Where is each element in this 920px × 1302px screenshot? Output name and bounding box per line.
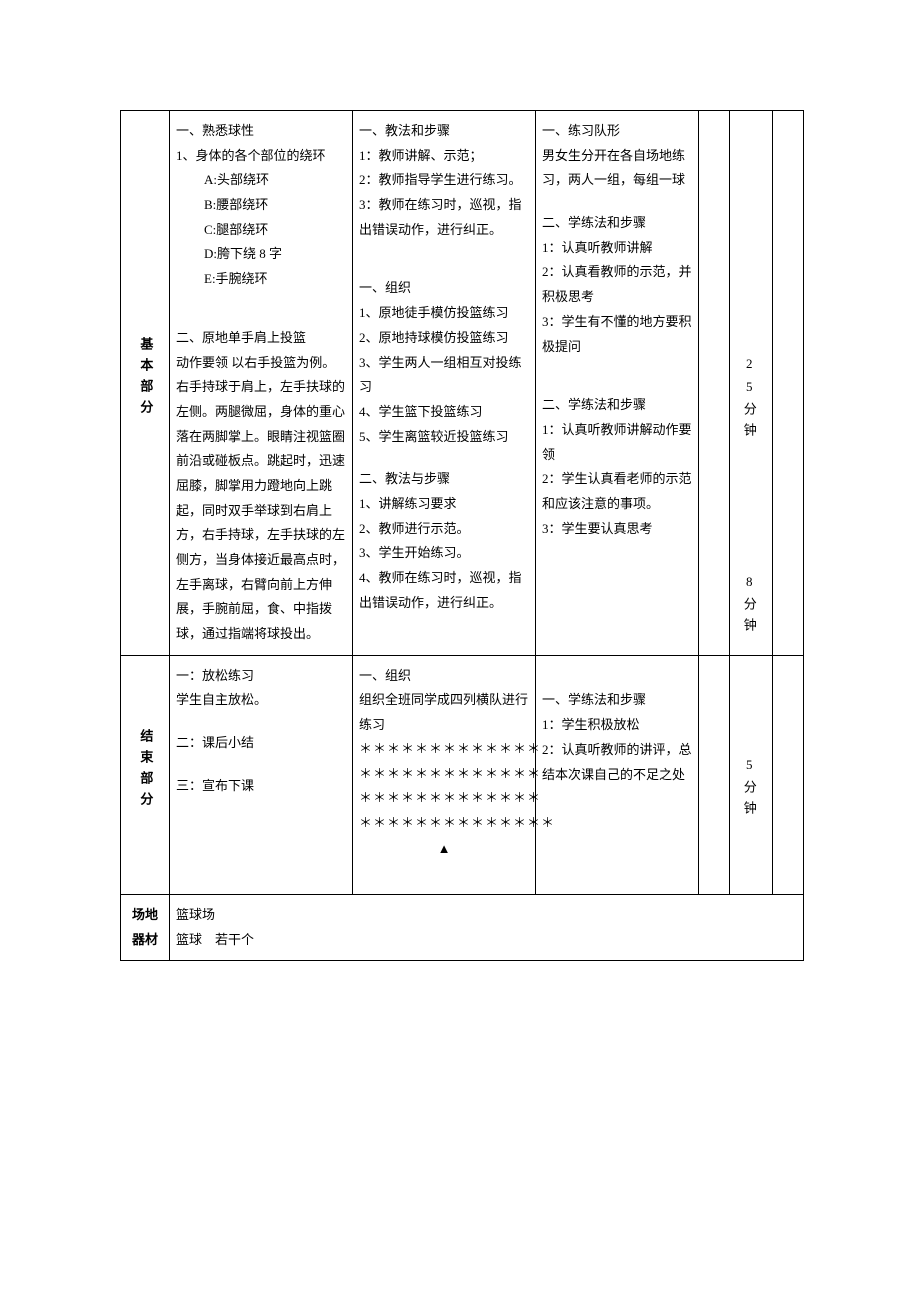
basic-l2-2: 2：认真看教师的示范，并积极思考 [542,264,692,304]
basic-t2-2: 2、原地持球模仿投篮练习 [359,330,509,345]
end-teach: 一、组织 组织全班同学成四列横队进行练习 ＊＊＊＊＊＊＊＊＊＊＊＊＊ ＊＊＊＊＊… [353,655,536,894]
basic-t3-1: 1、讲解练习要求 [359,496,457,511]
page: 基本部分 一、熟悉球性 1、身体的各个部位的绕环 A:头部绕环 B:腰部绕环 C… [0,0,920,1001]
end-c3: 二：课后小结 [176,731,346,756]
end-t-title: 一、组织 [359,668,411,683]
basic-t3-2: 2、教师进行示范。 [359,521,470,536]
end-content: 一：放松练习 学生自主放松。 二：课后小结 三：宣布下课 [170,655,353,894]
basic-t3-title: 二、教法与步骤 [359,467,529,492]
end-c1: 一：放松练习 [176,668,254,683]
end-learn: 一、学练法和步骤 1：学生积极放松 2：认真听教师的讲评，总结本次课自己的不足之… [536,655,699,894]
section-label-end: 结束部分 [121,655,170,894]
formation-row-2: ＊＊＊＊＊＊＊＊＊＊＊＊＊ [359,767,541,782]
basic-time-25: 25分钟 [736,356,761,444]
end-c2: 学生自主放松。 [176,692,267,707]
basic-c-p1-title: 一、熟悉球性 [176,123,254,138]
basic-l3-title: 二、学练法和步骤 [542,393,692,418]
row-end: 结束部分 一：放松练习 学生自主放松。 二：课后小结 三：宣布下课 一、组织 组… [121,655,804,894]
basic-l2-title: 二、学练法和步骤 [542,211,692,236]
venue-label-2: 器材 [127,928,163,953]
row-venue: 场地 器材 篮球场 篮球 若干个 [121,894,804,960]
basic-t2-3: 3、学生两人一组相互对投练习 [359,355,522,395]
formation-teacher: ▲ [359,837,529,862]
venue-content: 篮球场 篮球 若干个 [170,894,804,960]
venue-line2: 篮球 若干个 [176,932,254,947]
formation-row-4: ＊＊＊＊＊＊＊＊＊＊＊＊＊＊ [359,816,555,831]
basic-empty-1 [699,111,730,656]
end-time: 5分钟 [730,655,773,894]
triangle-icon: ▲ [438,841,451,856]
section-label-basic: 基本部分 [121,111,170,656]
basic-c-p1-e: E:手腕绕环 [176,267,346,292]
basic-t2-title: 一、组织 [359,276,529,301]
basic-learn: 一、练习队形 男女生分开在各自场地练习，两人一组，每组一球 二、学练法和步骤 1… [536,111,699,656]
basic-time-8: 8分钟 [736,574,761,639]
basic-c-p1-a: A:头部绕环 [176,168,346,193]
basic-l3-3: 3：学生要认真思考 [542,521,653,536]
basic-t1-1: 1：教师讲解、示范； [359,148,483,163]
basic-l1-title: 一、练习队形 [542,123,620,138]
basic-t1-2: 2：教师指导学生进行练习。 [359,172,522,187]
basic-t2-1: 1、原地徒手模仿投篮练习 [359,305,509,320]
venue-label-1: 场地 [127,903,163,928]
basic-l1-body: 男女生分开在各自场地练习，两人一组，每组一球 [542,148,685,188]
basic-c-p1-b: B:腰部绕环 [176,193,346,218]
basic-l3-1: 1：认真听教师讲解动作要领 [542,422,692,462]
end-l1: 1：学生积极放松 [542,717,640,732]
end-l2: 2：认真听教师的讲评，总结本次课自己的不足之处 [542,742,692,782]
basic-teach: 一、教法和步骤 1：教师讲解、示范； 2：教师指导学生进行练习。 3：教师在练习… [353,111,536,656]
basic-empty-2 [773,111,804,656]
basic-c-p2-title: 二、原地单手肩上投篮 [176,326,346,351]
formation-row-3: ＊＊＊＊＊＊＊＊＊＊＊＊＊ [359,791,541,806]
section-label-basic-text: 基本部分 [133,337,158,421]
basic-t3-3: 3、学生开始练习。 [359,545,470,560]
basic-time: 25分钟 8分钟 [730,111,773,656]
end-l-title: 一、学练法和步骤 [542,692,646,707]
end-t-body: 组织全班同学成四列横队进行练习 [359,692,528,732]
basic-content: 一、熟悉球性 1、身体的各个部位的绕环 A:头部绕环 B:腰部绕环 C:腿部绕环… [170,111,353,656]
basic-c-p1-1: 1、身体的各个部位的绕环 [176,148,326,163]
basic-c-p1-d: D:胯下绕 8 字 [176,242,346,267]
basic-l3-2: 2：学生认真看老师的示范和应该注意的事项。 [542,471,692,511]
row-basic: 基本部分 一、熟悉球性 1、身体的各个部位的绕环 A:头部绕环 B:腰部绕环 C… [121,111,804,656]
formation-row-1: ＊＊＊＊＊＊＊＊＊＊＊＊＊ [359,742,541,757]
basic-c-p1-c: C:腿部绕环 [176,218,346,243]
basic-c-p2-body: 动作要领 以右手投篮为例。右手持球于肩上，左手扶球的左侧。两腿微屈，身体的重心落… [176,355,345,642]
basic-l2-1: 1：认真听教师讲解 [542,240,653,255]
basic-t1-3: 3：教师在练习时，巡视，指出错误动作，进行纠正。 [359,197,522,237]
end-empty-1 [699,655,730,894]
basic-t2-5: 5、学生离篮较近投篮练习 [359,429,509,444]
basic-l2-3: 3：学生有不懂的地方要积极提问 [542,314,692,354]
end-empty-2 [773,655,804,894]
venue-line1: 篮球场 [176,907,215,922]
section-label-venue: 场地 器材 [121,894,170,960]
formation-diagram: ＊＊＊＊＊＊＊＊＊＊＊＊＊ ＊＊＊＊＊＊＊＊＊＊＊＊＊ ＊＊＊＊＊＊＊＊＊＊＊＊… [359,738,529,837]
end-time-5: 5分钟 [736,757,761,822]
section-label-end-text: 结束部分 [133,729,158,813]
basic-t1-title: 一、教法和步骤 [359,123,450,138]
end-c4: 三：宣布下课 [176,774,346,799]
basic-t2-4: 4、学生篮下投篮练习 [359,404,483,419]
lesson-plan-table: 基本部分 一、熟悉球性 1、身体的各个部位的绕环 A:头部绕环 B:腰部绕环 C… [120,110,804,961]
basic-t3-4: 4、教师在练习时，巡视，指出错误动作，进行纠正。 [359,570,522,610]
